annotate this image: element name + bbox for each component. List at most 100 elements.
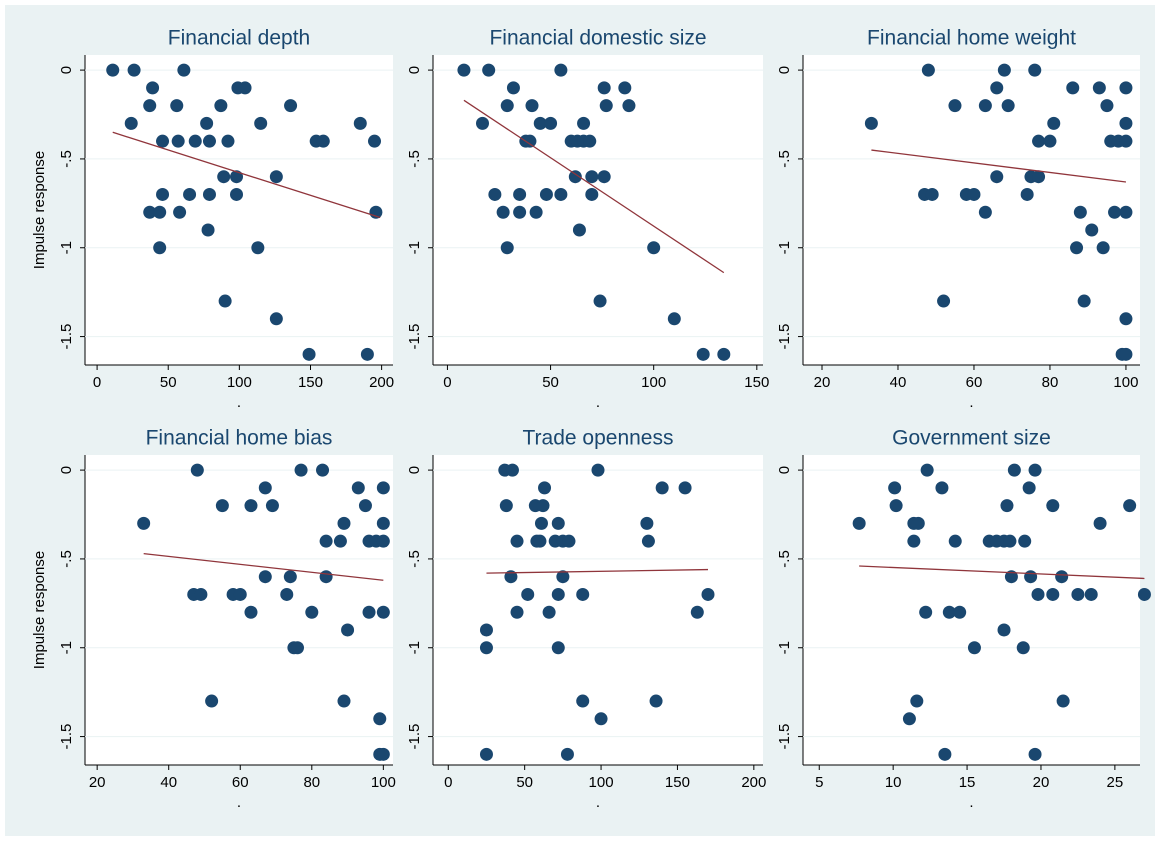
scatter-point [499,499,513,513]
scatter-point [556,570,570,584]
scatter-point [1073,205,1087,219]
scatter-point [1031,587,1045,601]
scatter-point [506,81,520,95]
scatter-point [1024,570,1038,584]
x-tick-label: 60 [232,774,249,791]
scatter-point [319,534,333,548]
scatter-point [907,534,921,548]
scatter-point [233,587,247,601]
scatter-point [482,63,496,77]
y-tick-label: -.5 [406,550,423,568]
x-tick-label: 20 [1033,774,1050,791]
scatter-point [938,747,952,761]
scatter-point [510,605,524,619]
scatter-point [551,516,565,530]
scatter-point [576,694,590,708]
scatter-point [554,63,568,77]
scatter-point [1000,499,1014,513]
scatter-point [368,134,382,148]
scatter-point [305,605,319,619]
scatter-point [529,205,543,219]
x-tick-label: 50 [516,774,533,791]
y-tick-label: 0 [58,66,75,74]
scatter-point [920,463,934,477]
x-axis-title: . [237,394,241,411]
scatter-point [513,205,527,219]
scatter-point [479,747,493,761]
fit-line [463,99,725,274]
x-tick-label: 20 [89,774,106,791]
scatter-point [597,170,611,184]
scatter-point [948,99,962,113]
scatter-point [1119,312,1133,326]
scatter-point [500,99,514,113]
scatter-point [1047,116,1061,130]
scatter-point [302,347,316,361]
scatter-point [534,516,548,530]
scatter-point [1056,694,1070,708]
scatter-point [153,205,167,219]
scatter-point [376,605,390,619]
scatter-point [221,134,235,148]
scatter-point [1137,587,1151,601]
scatter-point [978,99,992,113]
scatter-point [910,694,924,708]
scatter-point [143,99,157,113]
scatter-point [376,534,390,548]
scatter-point [942,605,956,619]
scatter-point [376,747,390,761]
scatter-point [1016,641,1030,655]
scatter-point [373,712,387,726]
y-tick-label: -.5 [776,550,793,568]
y-tick-label: -1.5 [776,724,793,750]
x-tick-label: 40 [160,774,177,791]
plot-region [803,455,1140,765]
scatter-point [888,481,902,495]
scatter-point [341,623,355,637]
scatter-point [351,481,365,495]
scatter-point [1007,463,1021,477]
chart-title: Financial depth [168,27,310,50]
x-tick-label: 40 [890,374,907,391]
scatter-point [283,570,297,584]
scatter-point [218,294,232,308]
x-tick-label: 0 [93,374,101,391]
scatter-point [124,116,138,130]
x-tick-label: 0 [444,774,452,791]
scatter-point [215,499,229,513]
scatter-point [533,534,547,548]
y-tick-label: -1 [58,241,75,254]
scatter-point [1071,587,1085,601]
scatter-point [1084,587,1098,601]
fit-line [143,552,384,581]
scatter-point [533,116,547,130]
plot-region [433,55,763,365]
scatter-point [1093,516,1107,530]
scatter-point [202,134,216,148]
scatter-point [641,534,655,548]
scatter-point [921,63,935,77]
scatter-point [911,516,925,530]
scatter-point [967,187,981,201]
x-tick-label: 150 [665,774,690,791]
scatter-point [201,223,215,237]
scatter-point [937,294,951,308]
scatter-point [539,187,553,201]
fit-line [112,131,381,219]
scatter-point [200,116,214,130]
scatter-point [1003,534,1017,548]
x-tick-label: 5 [815,774,823,791]
y-tick-label: 0 [406,66,423,74]
x-axis-title: . [596,394,600,411]
fit-line [859,565,1145,580]
scatter-point [513,187,527,201]
y-tick-label: -.5 [406,150,423,168]
scatter-point [997,63,1011,77]
scatter-point [1085,223,1099,237]
scatter-point [294,463,308,477]
scatter-point [1066,81,1080,95]
scatter-point [284,99,298,113]
scatter-point [1108,205,1122,219]
scatter-point [488,187,502,201]
